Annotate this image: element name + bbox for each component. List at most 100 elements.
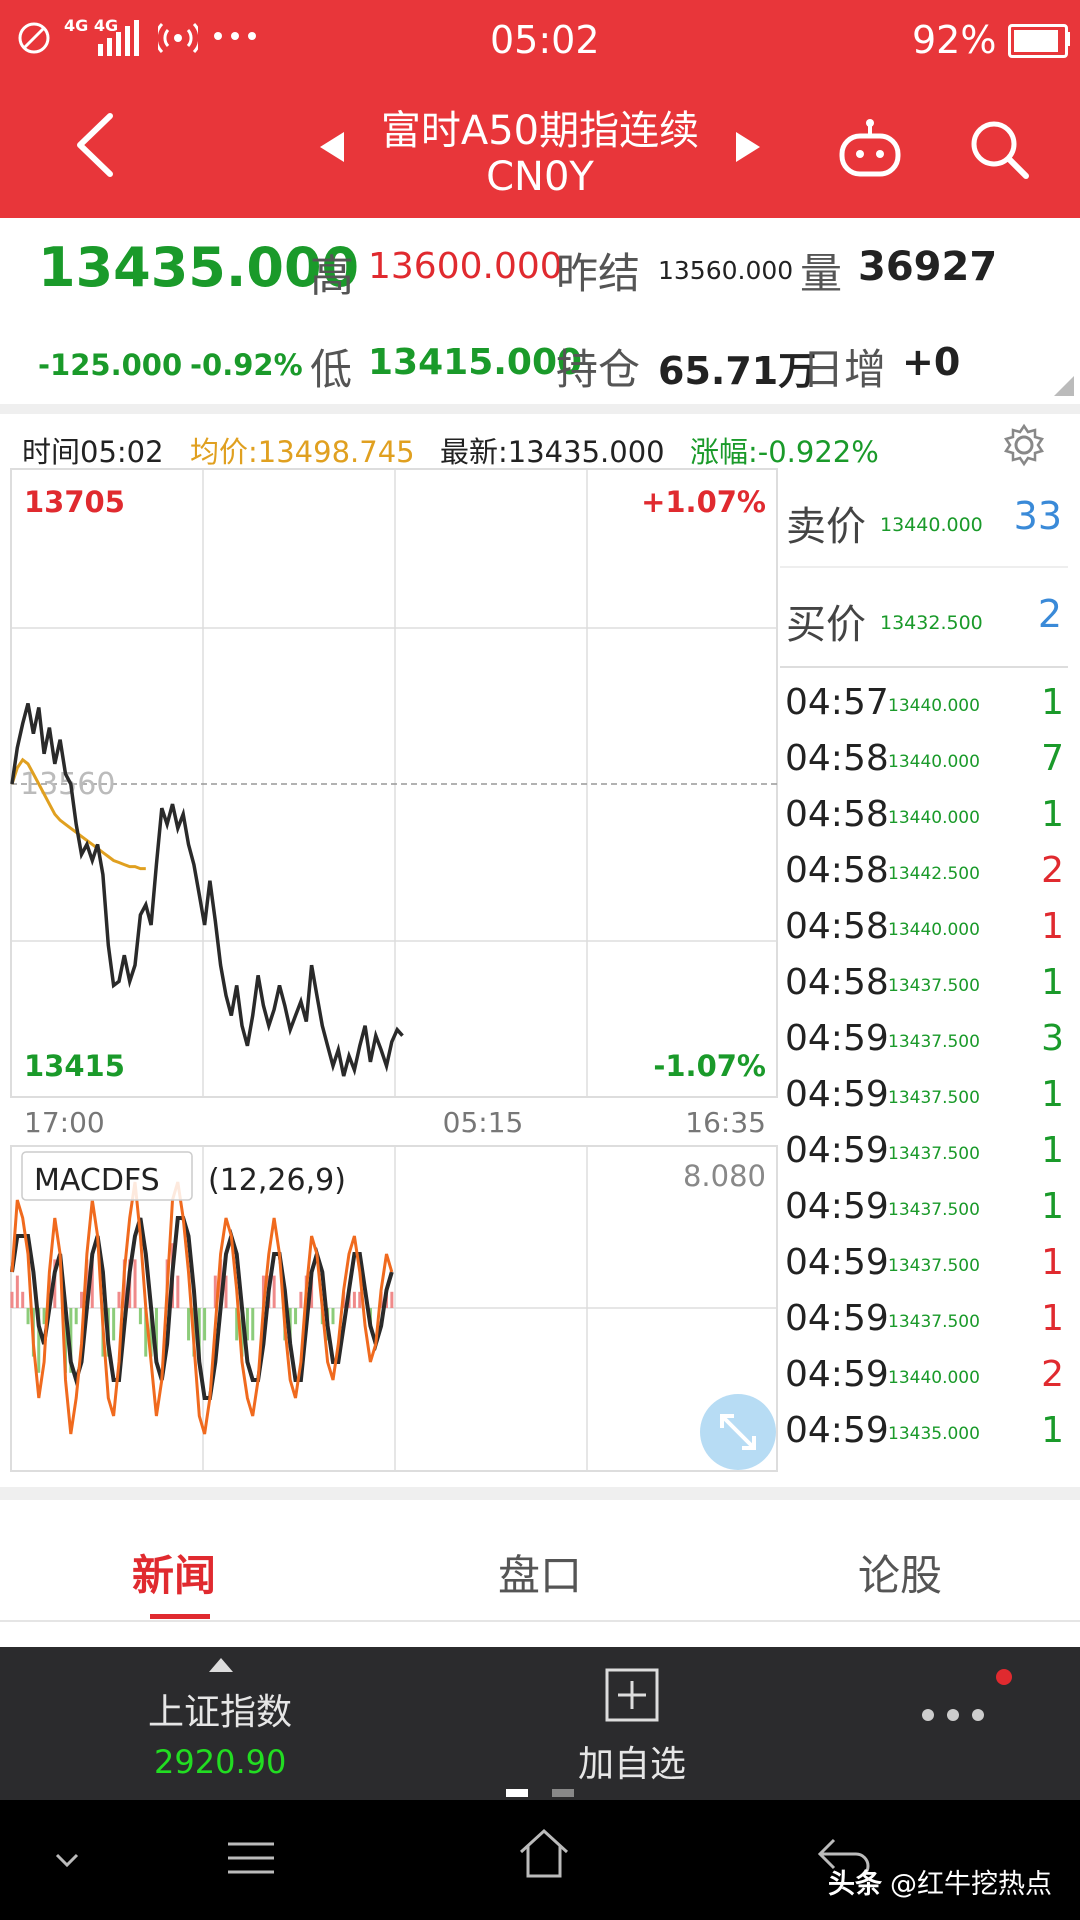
trade-time: 04:58: [785, 738, 889, 779]
macd-bar: [390, 1291, 394, 1308]
macd-indicator-button[interactable]: [21, 1151, 193, 1201]
info-time: 时间05:02: [22, 435, 164, 469]
macd-bar: [90, 1259, 94, 1308]
home-icon[interactable]: [518, 1828, 570, 1880]
prev-settle-tick: 13560: [20, 767, 115, 802]
macd-top-value: 8.080: [683, 1159, 766, 1193]
watermark-source: 头条: [828, 1869, 882, 1900]
macd-bar: [176, 1275, 180, 1308]
trade-volume: 3: [1041, 1018, 1064, 1059]
trade-row: 04:59 13437.500 1: [780, 1180, 1070, 1238]
macd-bar: [245, 1308, 249, 1341]
price-line: [10, 702, 404, 1077]
settings-icon[interactable]: [1002, 423, 1046, 467]
macd-bar: [197, 1308, 201, 1357]
trade-price: 13437.500: [888, 1312, 980, 1332]
macd-bar: [203, 1308, 207, 1341]
x-tick-mid: 05:15: [443, 1106, 524, 1139]
trade-time: 04:58: [785, 850, 889, 891]
trade-price: 13437.500: [888, 1256, 980, 1276]
trade-volume: 1: [1041, 906, 1064, 947]
search-icon[interactable]: [966, 116, 1032, 182]
daily-increase-label: 日增: [802, 345, 887, 394]
macd-bar: [15, 1275, 19, 1308]
macd-bar: [352, 1291, 356, 1308]
trade-volume: 1: [1041, 682, 1064, 723]
more-icon[interactable]: [918, 1707, 988, 1723]
index-name[interactable]: 上证指数: [148, 1692, 293, 1733]
trade-list[interactable]: 04:57 13440.000 1 04:58 13440.000 7 04:58 13440…: [780, 676, 1070, 1466]
macd-bar: [299, 1291, 303, 1308]
info-latest: 最新:13435.000: [440, 435, 665, 469]
fullscreen-button[interactable]: [700, 1394, 776, 1470]
macd-bar: [42, 1308, 46, 1325]
low-value: 13415.000: [368, 342, 583, 383]
chevron-down-icon[interactable]: [54, 1852, 80, 1870]
open-interest-value: 65.71万: [658, 349, 817, 393]
trade-row: 04:58 13440.000 1: [780, 900, 1070, 958]
expand-corner-icon[interactable]: [1054, 376, 1074, 396]
prev-instrument-icon[interactable]: [318, 130, 346, 164]
tab-divider: [0, 1620, 1080, 1622]
tab-news[interactable]: 新闻: [132, 1551, 217, 1600]
trade-volume: 1: [1041, 1242, 1064, 1283]
tab-orderbook[interactable]: 盘口: [498, 1551, 583, 1600]
low-label: 低: [310, 345, 353, 394]
order-book: 卖价 13440.000 33 买价 13432.500 2: [780, 468, 1068, 668]
macd-bar: [219, 1259, 223, 1308]
bid-label: 买价: [786, 602, 866, 648]
trade-volume: 1: [1041, 794, 1064, 835]
macd-bar: [149, 1308, 153, 1357]
prev-settle-value: 13560.000: [658, 256, 794, 285]
trade-row: 04:59 13437.500 1: [780, 1124, 1070, 1182]
trade-time: 04:59: [785, 1018, 889, 1059]
macd-bar: [133, 1259, 137, 1308]
macd-dea-line: [10, 1216, 394, 1400]
battery-percent: 92%: [912, 18, 997, 62]
trade-time: 04:58: [785, 962, 889, 1003]
macd-bar: [80, 1291, 84, 1308]
add-watchlist-label[interactable]: 加自选: [578, 1744, 687, 1785]
change-percent: -0.92%: [190, 348, 303, 382]
macd-bar: [37, 1308, 41, 1373]
pct-top-label: +1.07%: [641, 485, 766, 519]
macd-bar: [85, 1259, 89, 1308]
trade-price: 13440.000: [888, 920, 980, 940]
macd-label: MACDFS: [34, 1163, 160, 1198]
trade-price: 13440.000: [888, 1368, 980, 1388]
macd-bar: [117, 1291, 121, 1308]
robot-icon[interactable]: [836, 118, 904, 180]
signal-icon: [98, 20, 139, 56]
trade-row: 04:59 13435.000 1: [780, 1404, 1070, 1462]
trade-time: 04:59: [785, 1186, 889, 1227]
trade-row: 04:59 13437.500 3: [780, 1012, 1070, 1070]
next-instrument-icon[interactable]: [734, 130, 762, 164]
macd-bar: [224, 1275, 228, 1308]
caret-up-icon: [209, 1658, 233, 1672]
tab-discuss[interactable]: 论股: [858, 1551, 943, 1600]
bid-volume: 2: [1037, 592, 1062, 636]
trade-time: 04:58: [785, 794, 889, 835]
trade-price: 13440.000: [888, 752, 980, 772]
menu-icon[interactable]: [226, 1840, 276, 1876]
y-bottom-label: 13415: [24, 1049, 125, 1083]
tab-bar: 新闻 盘口 论股: [0, 1500, 1080, 1620]
back-nav-icon[interactable]: [816, 1836, 872, 1876]
app-header: 4G 4G 05:02 92% 富时A50期指连续 CN0Y: [0, 0, 1080, 218]
trade-row: 04:58 13440.000 7: [780, 732, 1070, 790]
add-watchlist-icon[interactable]: [604, 1667, 660, 1723]
macd-bar: [144, 1308, 148, 1357]
intraday-chart[interactable]: 13560 13705 +1.07% 13415 -1.07% 17:00 05…: [10, 468, 778, 1473]
trade-volume: 1: [1041, 962, 1064, 1003]
back-icon[interactable]: [72, 110, 116, 180]
macd-bar: [240, 1308, 244, 1357]
macd-bar: [10, 1291, 14, 1308]
info-avg-price: 均价:13498.745: [190, 435, 415, 469]
trade-time: 04:59: [785, 1410, 889, 1451]
macd-bar: [235, 1308, 239, 1341]
macd-bar: [21, 1291, 25, 1308]
bottom-toolbar: 上证指数 2920.90 加自选: [0, 1647, 1080, 1800]
trade-time: 04:59: [785, 1242, 889, 1283]
macd-bar: [154, 1308, 158, 1357]
macd-params: (12,26,9): [208, 1163, 346, 1198]
